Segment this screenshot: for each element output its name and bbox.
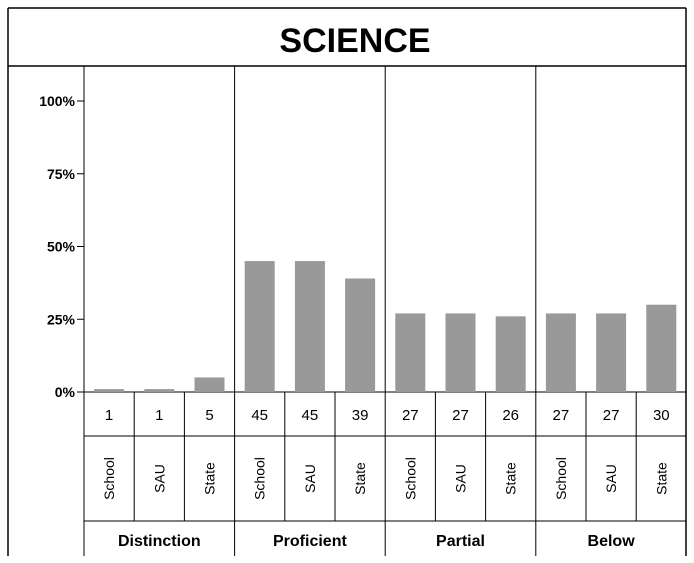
value-label: 1 (105, 407, 113, 424)
value-label: 45 (251, 407, 268, 424)
category-label: School (553, 457, 569, 500)
bar-distinction-sau (144, 389, 175, 392)
bar-below-school (545, 313, 576, 392)
value-label: 26 (502, 407, 519, 424)
bar-below-state (646, 304, 677, 392)
bar-partial-state (495, 316, 526, 392)
bar-below-sau (596, 313, 627, 392)
category-label: School (101, 457, 117, 500)
bar-partial-sau (445, 313, 476, 392)
value-label: 39 (352, 407, 369, 424)
chart-title: SCIENCE (279, 22, 430, 60)
group-label: Below (588, 533, 636, 550)
category-label: State (202, 462, 218, 495)
value-label: 27 (553, 407, 570, 424)
category-label: SAU (453, 464, 469, 493)
bar-distinction-state (194, 377, 225, 392)
category-label: SAU (151, 464, 167, 493)
value-label: 27 (603, 407, 620, 424)
bar-partial-school (395, 313, 426, 392)
bar-distinction-school (94, 389, 125, 392)
bar-proficient-sau (294, 261, 325, 392)
category-label: SAU (603, 464, 619, 493)
category-label: School (402, 457, 418, 500)
value-label: 30 (653, 407, 670, 424)
value-label: 1 (155, 407, 163, 424)
y-tick-label: 25% (47, 311, 76, 327)
value-label: 27 (452, 407, 469, 424)
category-label: SAU (302, 464, 318, 493)
bar-proficient-school (244, 261, 275, 392)
value-label: 27 (402, 407, 419, 424)
value-label: 45 (302, 407, 319, 424)
group-label: Proficient (273, 533, 347, 550)
category-label: State (352, 462, 368, 495)
category-label: State (653, 462, 669, 495)
group-label: Distinction (118, 533, 201, 550)
value-label: 5 (205, 407, 213, 424)
group-label: Partial (436, 533, 485, 550)
y-tick-label: 100% (39, 93, 75, 109)
bar-proficient-state (345, 278, 376, 392)
y-tick-label: 50% (47, 239, 76, 255)
category-label: School (252, 457, 268, 500)
category-label: State (503, 462, 519, 495)
y-tick-label: 75% (47, 166, 76, 182)
y-tick-label: 0% (55, 384, 76, 400)
